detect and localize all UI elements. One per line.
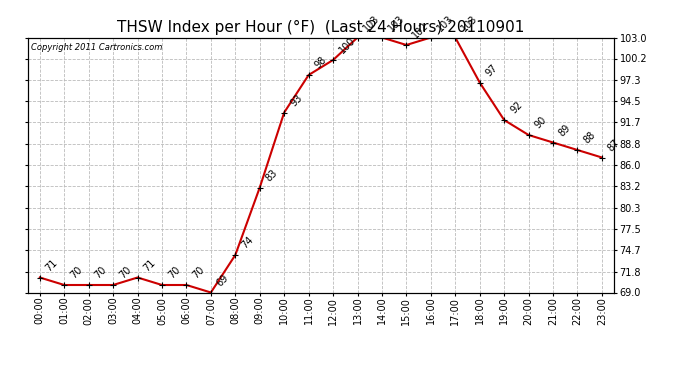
Text: 70: 70 — [68, 265, 84, 281]
Text: 87: 87 — [606, 138, 622, 153]
Text: 88: 88 — [582, 130, 598, 146]
Text: 92: 92 — [509, 100, 524, 116]
Text: 103: 103 — [362, 13, 382, 33]
Text: 70: 70 — [93, 265, 109, 281]
Text: 98: 98 — [313, 55, 328, 71]
Text: 93: 93 — [288, 93, 304, 108]
Text: 70: 70 — [166, 265, 182, 281]
Text: 102: 102 — [411, 21, 431, 41]
Text: 103: 103 — [460, 13, 480, 33]
Title: THSW Index per Hour (°F)  (Last 24 Hours) 20110901: THSW Index per Hour (°F) (Last 24 Hours)… — [117, 20, 524, 35]
Text: 97: 97 — [484, 63, 500, 78]
Text: 71: 71 — [44, 258, 60, 273]
Text: Copyright 2011 Cartronics.com: Copyright 2011 Cartronics.com — [30, 43, 162, 52]
Text: 103: 103 — [435, 13, 455, 33]
Text: 74: 74 — [239, 235, 255, 251]
Text: 83: 83 — [264, 168, 279, 183]
Text: 70: 70 — [117, 265, 133, 281]
Text: 71: 71 — [141, 258, 157, 273]
Text: 69: 69 — [215, 273, 230, 288]
Text: 90: 90 — [533, 115, 549, 131]
Text: 103: 103 — [386, 13, 406, 33]
Text: 89: 89 — [557, 123, 573, 138]
Text: 70: 70 — [190, 265, 206, 281]
Text: 100: 100 — [337, 36, 357, 56]
